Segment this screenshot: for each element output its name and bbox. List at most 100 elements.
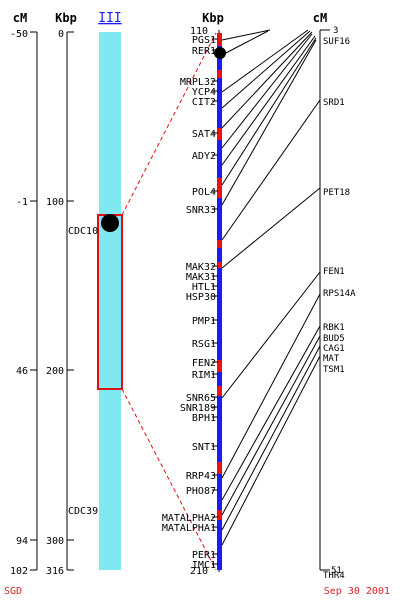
zoom-gene-mak31[interactable]: MAK31: [186, 272, 216, 283]
left-cm-tick-label-0: -50: [10, 29, 28, 40]
zoom-feature-segment-2[interactable]: [217, 70, 222, 78]
genetic-gene-cag1[interactable]: CAG1: [323, 344, 345, 354]
zoom-gene-pol4[interactable]: POL4: [192, 187, 216, 198]
zoom-gene-ady2[interactable]: ADY2: [192, 151, 216, 162]
zoom-gene-pmp1[interactable]: PMP1: [192, 316, 216, 327]
zoom-feature-segment-9[interactable]: [217, 248, 222, 262]
gene-link-9: [221, 99, 321, 241]
left-cm-tick-label-1: -1: [16, 197, 28, 208]
left-kbp-header: Kbp: [55, 11, 77, 25]
zoom-gene-matalpha1[interactable]: MATALPHA1: [162, 523, 216, 534]
footer-date: Sep 30 2001: [324, 586, 390, 597]
gene-link-lines: [221, 29, 321, 546]
gene-link-3: [221, 30, 311, 109]
lower-marker-label: CDC39: [68, 506, 98, 517]
gene-link-11: [221, 271, 321, 399]
gene-link-5: [221, 33, 313, 149]
zoom-gene-hsp30[interactable]: HSP30: [186, 292, 216, 303]
genetic-gene-srd1[interactable]: SRD1: [323, 98, 345, 108]
gene-link-8: [221, 39, 317, 206]
left-kbp-tick-label-4: 316: [46, 566, 64, 577]
zoom-feature-segment-0[interactable]: [217, 33, 222, 46]
footer-source: SGD: [4, 586, 22, 597]
zoom-gene-bph1[interactable]: BPH1: [192, 413, 216, 424]
zoom-gene-rrp43[interactable]: RRP43: [186, 471, 216, 482]
zoom-gene-rsg1[interactable]: RSG1: [192, 339, 216, 350]
zoom-feature-segment-3[interactable]: [217, 78, 222, 128]
left-kbp-tick-label-1: 100: [46, 197, 64, 208]
genetic-gene-mat[interactable]: MAT: [323, 354, 340, 364]
gene-link-12: [221, 293, 321, 479]
zoom-gene-ycp4[interactable]: YCP4: [192, 87, 216, 98]
zoom-gene-matalpha2[interactable]: MATALPHA2: [162, 513, 216, 524]
zoom-gene-htl1[interactable]: HTL1: [192, 282, 216, 293]
zoom-feature-segment-11[interactable]: [217, 268, 222, 360]
zoom-kbp-tick-label-0: 110: [190, 26, 208, 37]
zoom-feature-bar: [217, 33, 222, 570]
centromere-label: CDC10: [68, 226, 98, 237]
genetic-gene-pet18[interactable]: PET18: [323, 188, 350, 198]
zoom-gene-mak32[interactable]: MAK32: [186, 262, 216, 273]
genetic-gene-suf16[interactable]: SUF16: [323, 37, 350, 47]
zoom-connector-bottom: [121, 388, 217, 571]
zoom-feature-segment-7[interactable]: [217, 198, 222, 240]
zoom-feature-segment-12[interactable]: [217, 360, 222, 372]
zoom-gene-snr65[interactable]: SNR65: [186, 393, 216, 404]
zoom-gene-mrpl32[interactable]: MRPL32: [180, 77, 216, 88]
zoom-gene-pgs1[interactable]: PGS1: [192, 35, 216, 46]
zoom-feature-segment-5[interactable]: [217, 140, 222, 178]
left-cm-tick-1: -1: [16, 197, 37, 208]
zoom-feature-segment-10[interactable]: [217, 262, 222, 268]
genetic-gene-rps14a[interactable]: RPS14A: [323, 289, 356, 299]
zoom-feature-segment-13[interactable]: [217, 372, 222, 386]
zoom-gene-imc1[interactable]: IMC1: [192, 560, 216, 571]
left-kbp-tick-2: 200: [46, 366, 74, 377]
zoom-gene-rim1[interactable]: RIM1: [192, 370, 216, 381]
zoom-feature-segment-16[interactable]: [217, 462, 222, 474]
gene-link-6: [221, 35, 316, 166]
zoom-feature-segment-19[interactable]: [217, 520, 222, 570]
zoom-gene-snr33[interactable]: SNR33: [186, 205, 216, 216]
zoom-gene-sat4[interactable]: SAT4: [192, 129, 216, 140]
zoom-feature-segment-17[interactable]: [217, 474, 222, 510]
left-cm-tick-label-3: 94: [16, 536, 28, 547]
left-kbp-tick-label-3: 300: [46, 536, 64, 547]
left-cm-tick-label-4: 102: [10, 566, 28, 577]
zoom-feature-segment-15[interactable]: [217, 396, 222, 462]
gene-link-1: [221, 30, 269, 56]
zoom-gene-fen2[interactable]: FEN2: [192, 358, 216, 369]
left-cm-tick-3: 94: [16, 536, 37, 547]
gene-link-13: [221, 325, 321, 501]
zoom-feature-segment-18[interactable]: [217, 510, 222, 520]
genetic-gene-thr4[interactable]: THR4: [323, 571, 345, 581]
zoom-feature-segment-14[interactable]: [217, 386, 222, 396]
centromere-marker: [101, 214, 119, 232]
left-kbp-tick-1: 100: [46, 197, 74, 208]
zoom-gene-rer1[interactable]: RER1: [192, 46, 216, 57]
zoom-gene-snr189[interactable]: SNR189: [180, 403, 216, 414]
zoom-gene-snt1[interactable]: SNT1: [192, 442, 216, 453]
zoom-gene-per1[interactable]: PER1: [192, 550, 216, 561]
zoom-kbp-header: Kbp: [202, 11, 224, 25]
left-cm-tick-4: 102: [10, 566, 37, 577]
gene-link-4: [221, 31, 313, 129]
chromosome-bar[interactable]: [99, 32, 121, 570]
chromosome-name-link[interactable]: III: [98, 11, 121, 26]
gene-link-10: [221, 187, 321, 269]
left-kbp-tick-0: 0: [58, 29, 74, 40]
zoom-feature-segment-4[interactable]: [217, 128, 222, 140]
genetic-gene-tsm1[interactable]: TSM1: [323, 365, 345, 375]
genetic-gene-rbk1[interactable]: RBK1: [323, 323, 345, 333]
zoom-feature-segment-8[interactable]: [217, 240, 222, 248]
zoom-gene-pho87[interactable]: PHO87: [186, 486, 216, 497]
zoom-gene-cit2[interactable]: CIT2: [192, 97, 216, 108]
right-cm-tick-label-0: 3: [333, 26, 338, 36]
genetic-gene-fen1[interactable]: FEN1: [323, 267, 345, 277]
genetic-gene-bud5[interactable]: BUD5: [323, 334, 345, 344]
zoom-feature-segment-6[interactable]: [217, 178, 222, 198]
right-cm-tick-label-1: 51: [331, 566, 342, 576]
left-cm-tick-2: 46: [16, 366, 37, 377]
zoom-kbp-tick-label-1: 210: [190, 566, 208, 577]
